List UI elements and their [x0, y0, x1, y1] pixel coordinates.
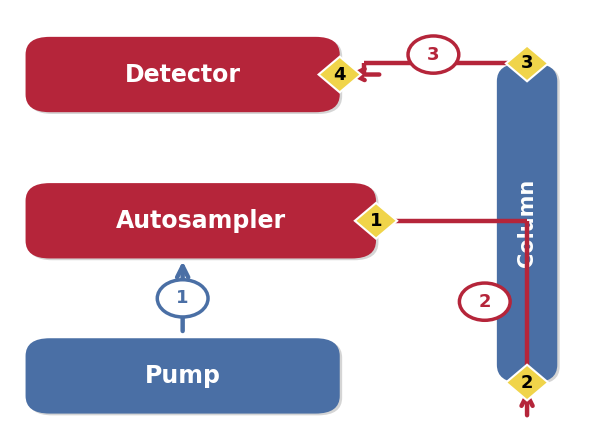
FancyBboxPatch shape [28, 340, 342, 415]
Text: 2: 2 [478, 293, 491, 311]
Polygon shape [355, 203, 397, 239]
Text: 4: 4 [333, 66, 346, 83]
FancyBboxPatch shape [25, 338, 340, 413]
Text: Column: Column [517, 179, 537, 267]
FancyBboxPatch shape [28, 39, 342, 114]
Polygon shape [319, 57, 361, 92]
Text: 3: 3 [427, 45, 439, 64]
FancyBboxPatch shape [25, 37, 340, 112]
FancyBboxPatch shape [28, 185, 378, 260]
Circle shape [459, 283, 510, 320]
Circle shape [157, 280, 208, 317]
FancyBboxPatch shape [25, 183, 376, 259]
Text: 3: 3 [521, 54, 534, 72]
Text: 2: 2 [521, 374, 534, 392]
Polygon shape [506, 45, 548, 81]
Polygon shape [506, 365, 548, 401]
Circle shape [408, 36, 459, 73]
Text: Detector: Detector [124, 62, 240, 87]
Text: Pump: Pump [144, 364, 221, 388]
Text: 1: 1 [370, 212, 382, 230]
FancyBboxPatch shape [497, 63, 557, 383]
FancyBboxPatch shape [500, 65, 560, 384]
Text: 1: 1 [177, 289, 189, 307]
Text: Autosampler: Autosampler [116, 209, 286, 233]
